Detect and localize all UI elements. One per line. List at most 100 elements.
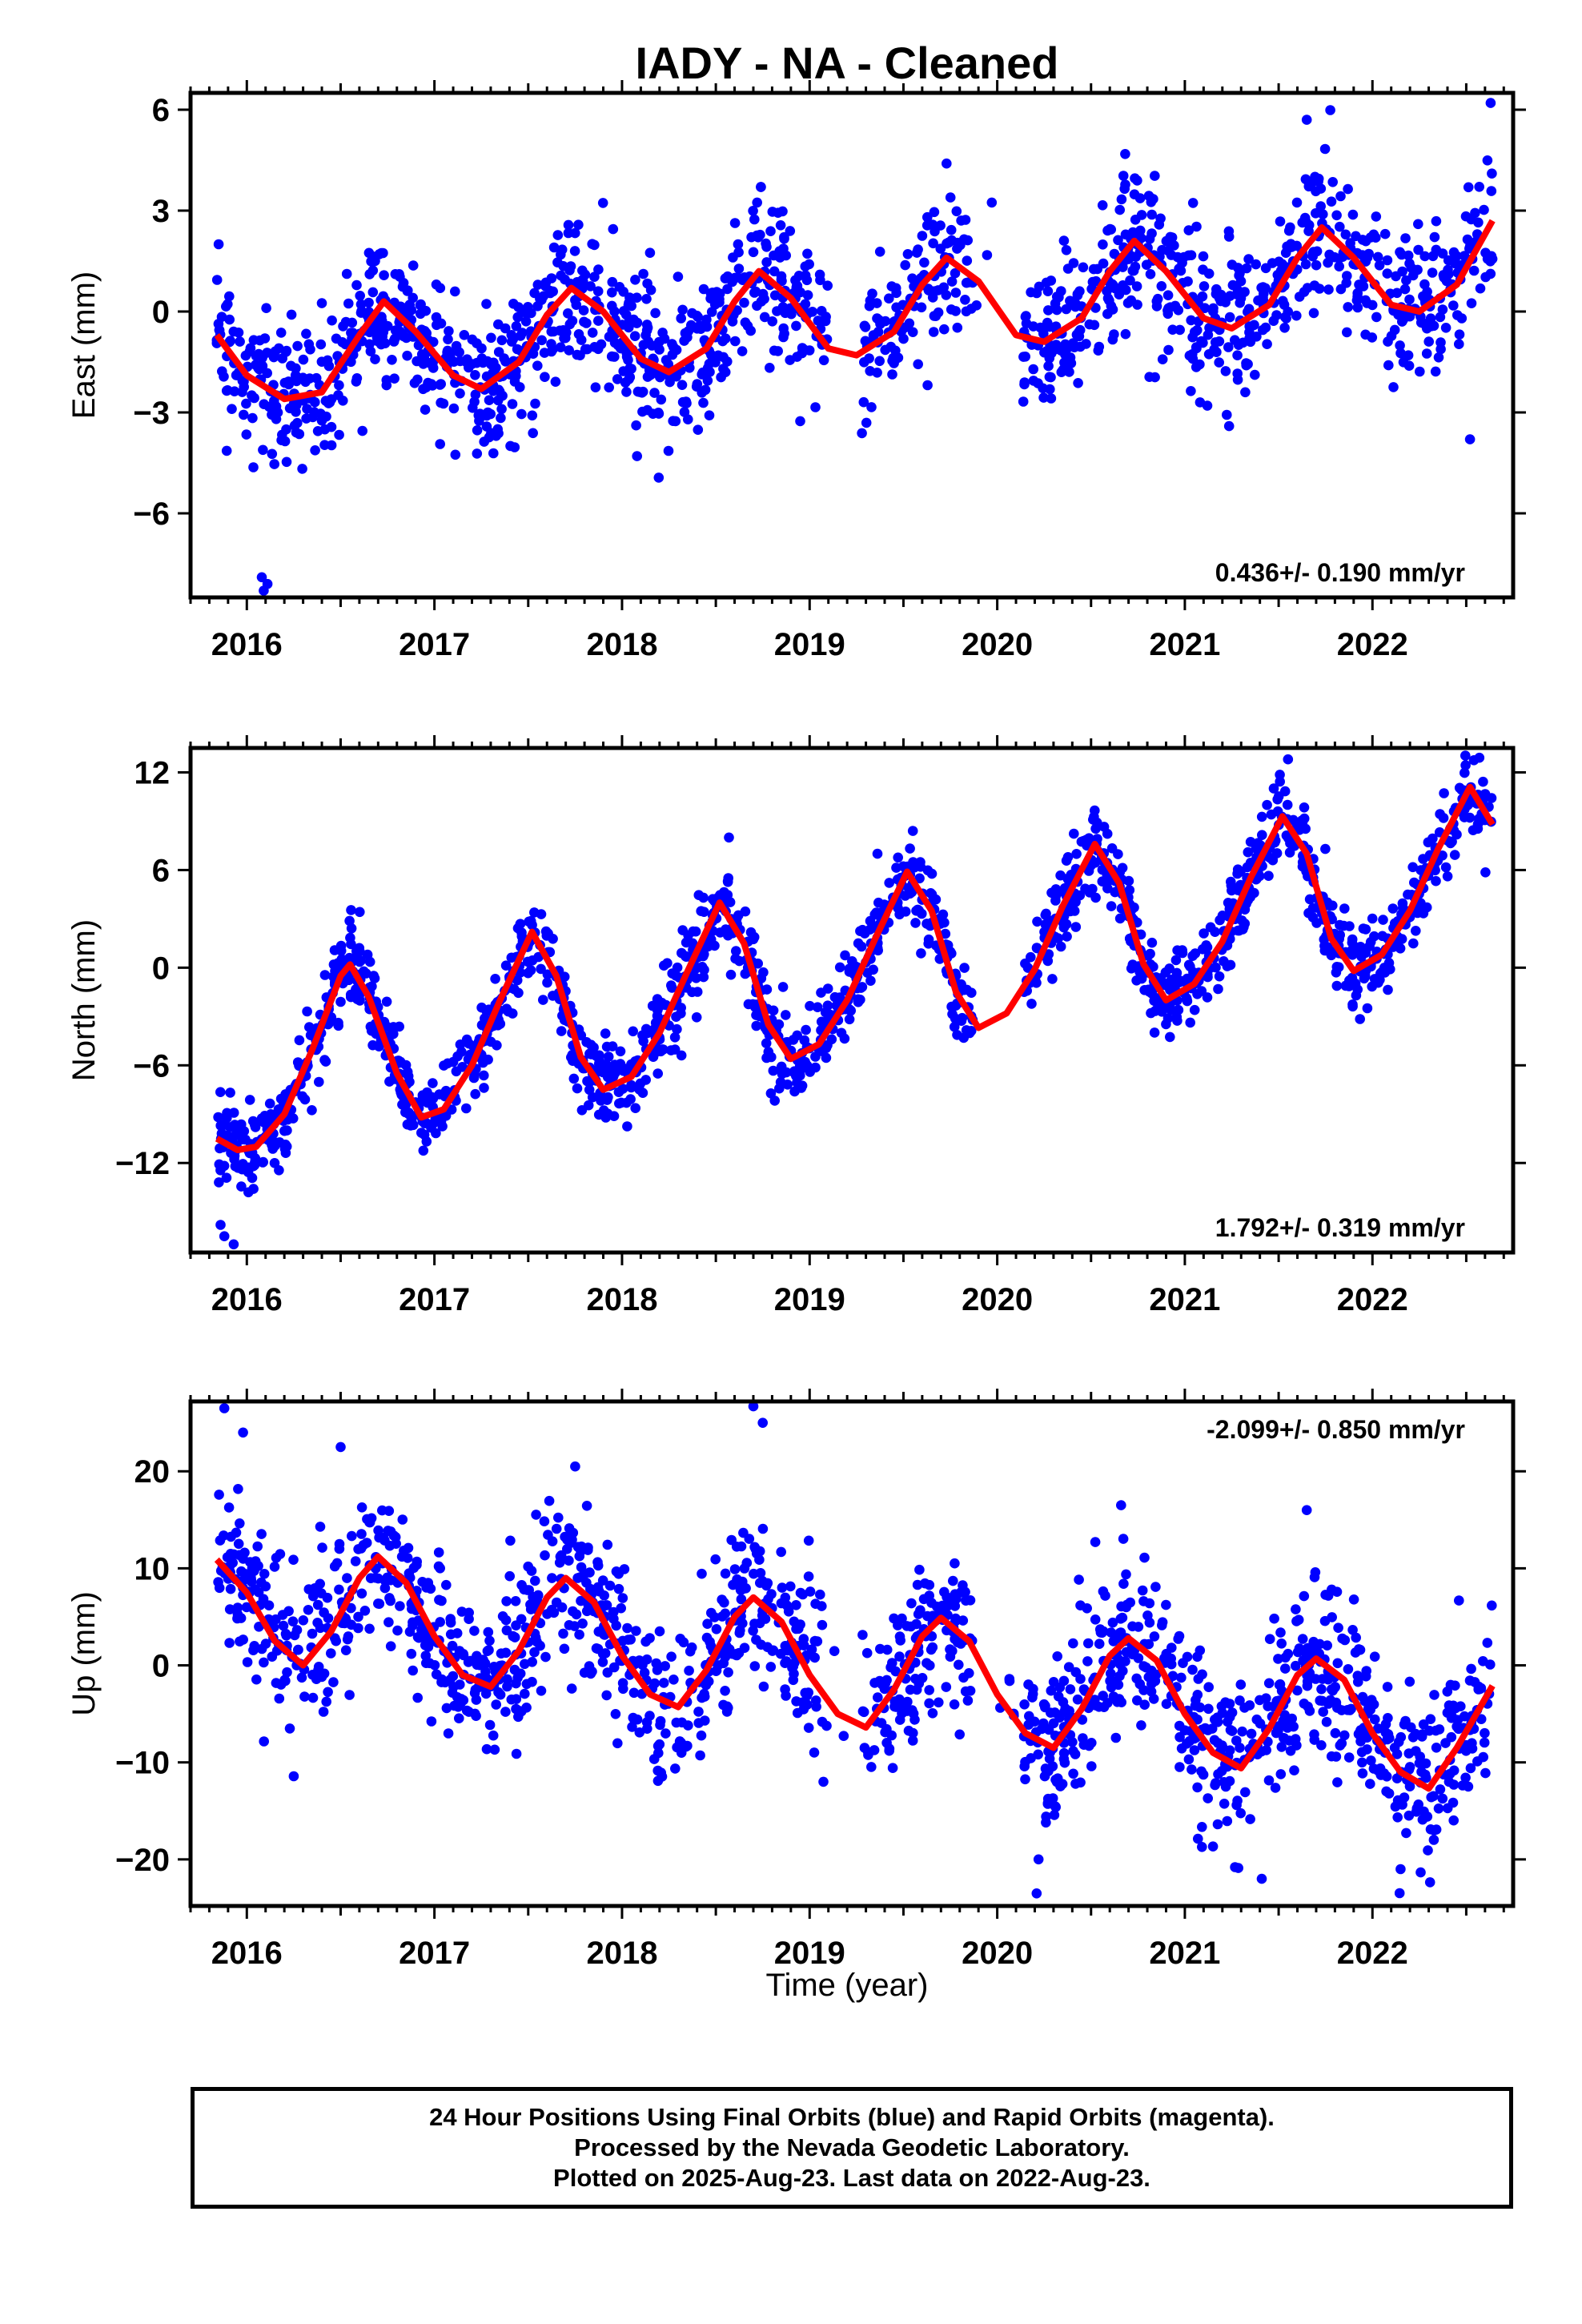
data-point [860, 322, 871, 332]
data-point [1480, 1727, 1490, 1739]
data-point [352, 994, 363, 1004]
data-point [282, 1667, 292, 1678]
data-point [356, 1588, 367, 1599]
data-point [1359, 973, 1370, 984]
data-point [872, 848, 883, 859]
data-point [1431, 215, 1442, 227]
data-point [547, 1573, 557, 1583]
data-point [1411, 1746, 1421, 1756]
data-point [1243, 254, 1254, 264]
data-point [1391, 1749, 1403, 1759]
data-point [631, 420, 641, 431]
data-point [683, 414, 693, 424]
data-point [909, 862, 920, 873]
data-point [351, 984, 361, 995]
data-point [1237, 1726, 1247, 1737]
data-point [1082, 1656, 1093, 1667]
data-point [281, 345, 292, 356]
data-point [1391, 271, 1401, 282]
data-point [516, 1706, 527, 1717]
data-point [281, 424, 291, 435]
data-point [804, 345, 815, 356]
data-point [1105, 223, 1115, 235]
data-point [287, 1616, 299, 1626]
data-point [275, 328, 287, 338]
data-point [1071, 299, 1082, 310]
data-point [1331, 210, 1342, 221]
x-tick-label: 2020 [962, 627, 1033, 662]
data-point [853, 938, 864, 949]
data-point [319, 970, 331, 980]
data-point [418, 384, 428, 395]
data-point [1073, 378, 1083, 388]
data-point [1187, 1664, 1198, 1675]
outlier-point [1202, 400, 1213, 411]
data-point [567, 1049, 578, 1060]
data-point [1260, 263, 1271, 274]
data-point [912, 1579, 923, 1590]
data-point [539, 348, 550, 358]
data-point [556, 244, 568, 255]
data-point [1358, 923, 1369, 934]
data-point [890, 283, 901, 294]
data-point [722, 283, 733, 295]
data-point [723, 873, 733, 883]
data-point [264, 1098, 275, 1109]
outlier-point [724, 832, 734, 843]
data-point [713, 1660, 724, 1671]
data-point [884, 1745, 894, 1756]
data-point [225, 1583, 236, 1594]
data-point [1485, 268, 1496, 279]
data-point [1395, 348, 1406, 359]
data-point [1217, 1740, 1227, 1751]
data-point [923, 939, 934, 949]
data-point [1479, 204, 1489, 215]
data-point [1068, 1638, 1078, 1649]
data-point [705, 288, 717, 299]
data-point [1291, 197, 1303, 208]
data-point [224, 314, 235, 325]
data-point [1448, 247, 1460, 258]
data-point [802, 290, 813, 300]
x-tick-label: 2022 [1337, 627, 1408, 662]
data-point [694, 320, 705, 332]
data-point [452, 1692, 463, 1703]
data-point [929, 207, 940, 218]
data-point [956, 1015, 967, 1026]
data-point [259, 1569, 270, 1579]
outlier-point [1283, 754, 1294, 765]
data-point [1102, 293, 1114, 304]
data-point [481, 371, 492, 382]
data-point [1118, 1578, 1129, 1589]
data-point [563, 219, 574, 231]
data-point [1320, 843, 1331, 854]
data-point [658, 1678, 669, 1688]
data-point [1357, 1757, 1367, 1768]
data-point [529, 907, 540, 918]
data-point [1479, 1737, 1490, 1748]
data-point [865, 915, 876, 927]
data-point [1174, 1720, 1185, 1731]
data-point [228, 1549, 239, 1560]
data-point [723, 1703, 733, 1713]
data-point [346, 356, 356, 368]
data-point [728, 1579, 738, 1590]
data-point [701, 314, 712, 325]
data-point [486, 332, 496, 344]
data-point [1127, 1621, 1138, 1632]
data-point [663, 445, 674, 456]
data-point [1208, 306, 1219, 317]
data-point [676, 313, 686, 324]
data-point [1299, 802, 1310, 813]
data-point [1134, 1679, 1146, 1690]
data-point [1307, 248, 1319, 259]
data-point [221, 1172, 232, 1183]
data-point [1185, 961, 1195, 972]
data-point [1331, 980, 1343, 991]
data-point [1100, 1590, 1110, 1601]
data-point [1442, 871, 1453, 882]
data-point [964, 1027, 975, 1039]
data-point [269, 1562, 280, 1572]
data-point [297, 464, 307, 474]
data-point [1379, 228, 1391, 239]
